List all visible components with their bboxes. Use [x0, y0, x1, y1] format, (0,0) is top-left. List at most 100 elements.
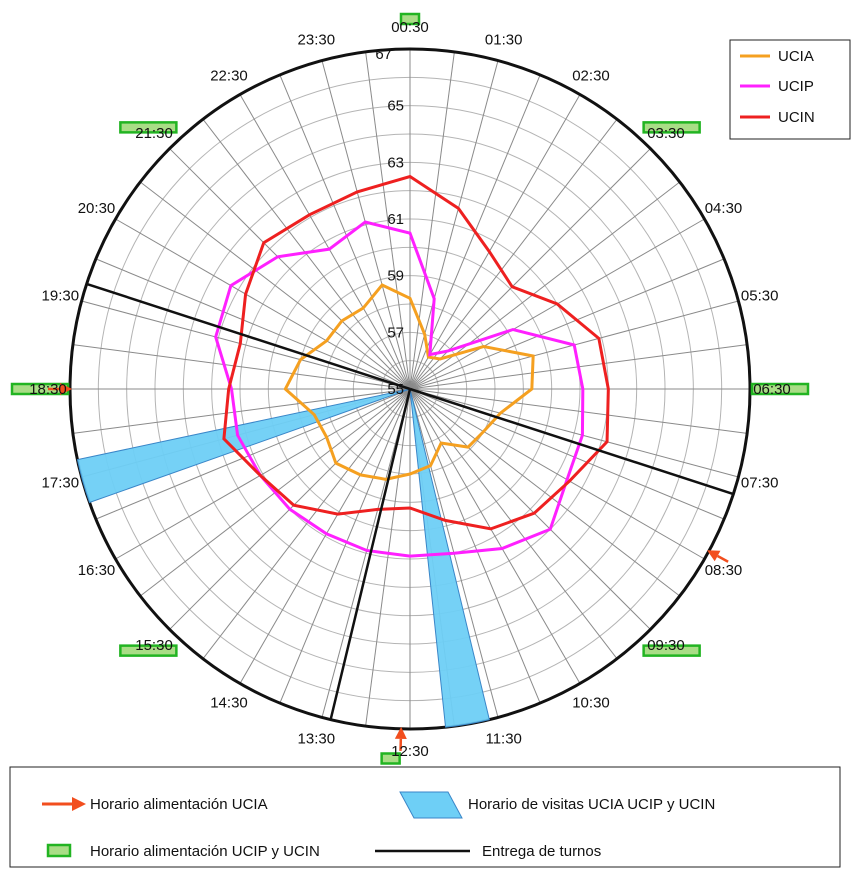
grid-spoke [321, 388, 411, 718]
angle-label: 03:30 [647, 125, 685, 142]
grid-spoke [202, 388, 411, 660]
series-ucia [283, 283, 535, 481]
angle-label: 05:30 [741, 287, 779, 304]
radial-tick-label: 55 [387, 381, 404, 398]
grid-spoke [409, 388, 681, 597]
grid-spoke [72, 388, 411, 434]
angle-label: 14:30 [210, 695, 248, 712]
radial-tick-label: 67 [375, 46, 392, 63]
angle-label: 17:30 [42, 475, 80, 492]
feeding-ucip-ucin-marker [119, 644, 178, 657]
grid-spoke [95, 258, 411, 390]
grid-spoke [409, 118, 618, 390]
grid-spoke [279, 388, 411, 704]
feeding-ucip-ucin-marker [642, 644, 701, 657]
angle-labels: 00:30 01:30 02:30 03:30 04:30 05:30 06:30 07:30… [29, 19, 791, 760]
series-legend: UCIA UCIP UCIN [729, 39, 851, 140]
series-ucin [222, 174, 610, 531]
grid-spoke [365, 388, 411, 727]
angle-label: 06:30 [753, 381, 791, 398]
angle-label: 20:30 [78, 200, 116, 217]
angle-label: 01:30 [485, 31, 523, 48]
legend-shift-change-label: Entrega de turnos [482, 843, 601, 860]
grid-spoke [409, 388, 748, 434]
legend-feeding-ucip-ucin-swatch [46, 843, 72, 858]
feeding-markers [10, 12, 810, 765]
legend-label-ucin: UCIN [778, 109, 815, 126]
grid-spoke [409, 258, 725, 390]
grid-spoke [95, 388, 411, 520]
angle-label: 16:30 [78, 562, 116, 579]
grid-spoke [169, 148, 411, 390]
feeding-ucip-ucin-marker [399, 12, 421, 26]
radial-tick-label: 65 [387, 98, 404, 115]
angle-label: 21:30 [135, 125, 173, 142]
grid-spoke [72, 344, 411, 390]
shift-change-line [409, 387, 734, 496]
legend-visits-swatch [399, 791, 463, 819]
series-lines [214, 174, 610, 558]
grid-spoke [81, 300, 411, 390]
feeding-ucia-arrow [707, 550, 729, 563]
shift-change-line [86, 282, 411, 391]
legend-label-ucia: UCIA [778, 48, 814, 65]
visiting-hours-wedge [409, 388, 490, 728]
visiting-hours-wedges [76, 388, 490, 728]
angle-label: 23:30 [298, 31, 336, 48]
shift-change-lines [86, 282, 734, 720]
legend-label-ucip: UCIP [778, 78, 814, 95]
grid-spoke [409, 148, 651, 390]
feeding-ucip-ucin-marker [380, 752, 401, 765]
legend-feeding-ucia-label: Horario alimentación UCIA [90, 796, 268, 813]
grid-spoke [279, 74, 411, 390]
legend-feeding-ucia-arrow [42, 797, 86, 811]
radial-tick-label: 59 [387, 268, 404, 285]
grid-spoke [115, 388, 411, 560]
grid-spoke [239, 94, 411, 390]
angle-label: 22:30 [210, 67, 248, 84]
feeding-ucip-ucin-marker [119, 121, 178, 134]
angle-label: 09:30 [647, 637, 685, 654]
legend-visits-label: Horario de visitas UCIA UCIP y UCIN [468, 796, 715, 813]
feeding-ucip-ucin-marker [642, 121, 701, 134]
angle-label: 13:30 [298, 731, 336, 748]
grid-spoke [239, 388, 411, 684]
grid-spoke [321, 60, 411, 390]
angle-label: 18:30 [29, 381, 67, 398]
legend-feeding-ucip-ucin-label: Horario alimentación UCIP y UCIN [90, 843, 320, 860]
grid-spoke [409, 388, 739, 478]
grid-spoke [365, 51, 411, 390]
grid-spoke [409, 388, 581, 684]
grid-spoke [139, 181, 411, 390]
grid-spoke [409, 51, 455, 390]
bottom-legend: Horario alimentación UCIA Horario de vis… [9, 766, 841, 868]
grid-spoke [202, 118, 411, 390]
angle-label: 12:30 [391, 743, 429, 760]
angle-label: 11:30 [485, 731, 521, 748]
grid-spoke [409, 388, 705, 560]
grid-spoke [409, 388, 618, 660]
radial-tick-label: 57 [387, 324, 404, 341]
feeding-ucia-arrow [394, 726, 407, 751]
radial-tick-label: 63 [387, 154, 404, 171]
angle-label: 08:30 [705, 562, 743, 579]
angle-label: 02:30 [572, 67, 610, 84]
grid-spoke [409, 388, 541, 704]
angle-label: 19:30 [42, 287, 80, 304]
shift-change-line [329, 388, 412, 720]
angle-label: 00:30 [391, 19, 429, 36]
series-ucip [214, 220, 585, 558]
grid-spoke [409, 388, 651, 630]
radial-tick-label: 61 [387, 211, 404, 228]
feeding-ucia-arrow [48, 383, 72, 395]
grid-spoke [115, 218, 411, 390]
radial-labels: 55 57 59 61 63 65 67 [375, 46, 404, 398]
angle-label: 15:30 [135, 637, 173, 654]
angle-label: 04:30 [705, 200, 743, 217]
angle-label: 07:30 [741, 475, 779, 492]
grid-spoke [409, 94, 581, 390]
feeding-ucip-ucin-marker [750, 382, 810, 396]
angle-label: 10:30 [572, 695, 610, 712]
grid-spoke [409, 388, 725, 520]
